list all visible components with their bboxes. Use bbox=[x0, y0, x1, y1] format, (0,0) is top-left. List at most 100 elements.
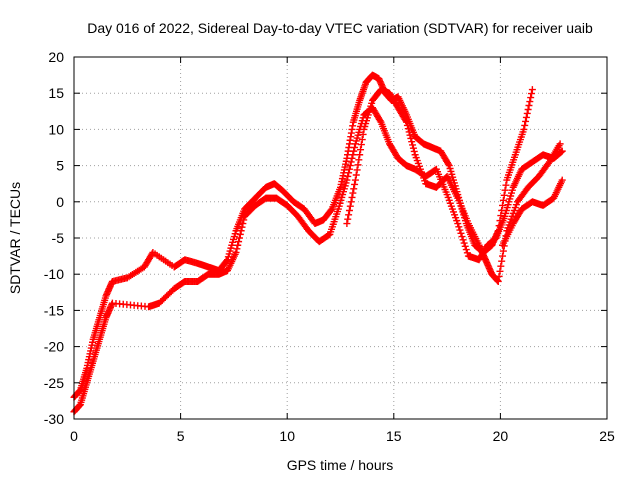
data-point bbox=[454, 220, 462, 228]
data-point bbox=[235, 234, 243, 242]
data-point bbox=[402, 117, 410, 125]
data-point bbox=[344, 172, 352, 180]
data-point bbox=[347, 158, 355, 166]
data-point bbox=[558, 176, 566, 184]
data-point bbox=[499, 252, 507, 260]
data-point bbox=[236, 230, 244, 238]
y-tick-label: -30 bbox=[44, 411, 64, 427]
chart-title: Day 016 of 2022, Sidereal Day-to-day VTE… bbox=[87, 20, 593, 36]
data-point bbox=[521, 121, 529, 129]
x-tick-label: 10 bbox=[279, 428, 295, 444]
data-point bbox=[403, 118, 411, 126]
data-point bbox=[348, 193, 356, 201]
data-point bbox=[407, 134, 415, 142]
data-point bbox=[234, 241, 242, 249]
y-tick-label: -10 bbox=[44, 266, 64, 282]
data-point bbox=[526, 98, 534, 106]
data-point bbox=[458, 233, 466, 241]
data-point bbox=[347, 198, 355, 206]
data-point bbox=[557, 148, 565, 156]
y-tick-label: 10 bbox=[48, 121, 64, 137]
data-point bbox=[358, 136, 366, 144]
y-tick-label: 15 bbox=[48, 85, 64, 101]
data-point bbox=[403, 121, 411, 129]
data-point bbox=[349, 189, 357, 197]
data-point bbox=[496, 267, 504, 275]
y-tick-label: 5 bbox=[56, 158, 64, 174]
data-point bbox=[357, 146, 365, 154]
data-point bbox=[495, 272, 503, 280]
data-point bbox=[233, 245, 241, 253]
data-point bbox=[528, 86, 536, 94]
data-point bbox=[500, 191, 508, 199]
data-point bbox=[522, 113, 530, 121]
x-tick-label: 25 bbox=[599, 428, 615, 444]
y-tick-label: 0 bbox=[56, 194, 64, 210]
data-point bbox=[240, 216, 248, 224]
y-axis-label: SDTVAR / TECUs bbox=[7, 182, 23, 294]
data-point bbox=[463, 249, 471, 257]
data-point bbox=[345, 211, 353, 219]
data-point bbox=[235, 238, 243, 246]
data-point bbox=[357, 141, 365, 149]
data-point bbox=[556, 140, 564, 148]
data-point bbox=[409, 144, 417, 152]
data-point bbox=[350, 185, 358, 193]
data-point bbox=[460, 239, 468, 247]
x-tick-label: 20 bbox=[493, 428, 509, 444]
x-tick-label: 5 bbox=[177, 428, 185, 444]
data-point bbox=[520, 125, 528, 133]
series-track-main bbox=[70, 71, 536, 401]
data-point bbox=[353, 166, 361, 174]
y-tick-label: -20 bbox=[44, 339, 64, 355]
data-point bbox=[351, 180, 359, 188]
data-point bbox=[346, 162, 354, 170]
data-point bbox=[455, 223, 463, 231]
data-point bbox=[499, 201, 507, 209]
data-point bbox=[346, 202, 354, 210]
data-point bbox=[528, 90, 536, 98]
data-point bbox=[409, 141, 417, 149]
x-tick-label: 15 bbox=[386, 428, 402, 444]
data-point bbox=[345, 165, 353, 173]
data-point bbox=[502, 181, 510, 189]
axis-ticks bbox=[73, 56, 608, 420]
data-point bbox=[406, 131, 414, 139]
data-point bbox=[408, 138, 416, 146]
data-point bbox=[499, 196, 507, 204]
data-point bbox=[354, 161, 362, 169]
data-point bbox=[345, 169, 353, 177]
data-point bbox=[494, 277, 502, 285]
data-point bbox=[376, 117, 384, 125]
data-point bbox=[525, 102, 533, 110]
data-series bbox=[70, 71, 566, 416]
y-tick-label: -25 bbox=[44, 375, 64, 391]
data-point bbox=[344, 215, 352, 223]
data-point bbox=[343, 176, 351, 184]
data-point bbox=[349, 151, 357, 159]
data-point bbox=[355, 156, 363, 164]
data-point bbox=[459, 236, 467, 244]
data-point bbox=[345, 206, 353, 214]
data-point bbox=[497, 262, 505, 270]
data-point bbox=[237, 227, 245, 235]
data-point bbox=[558, 147, 566, 155]
data-point bbox=[444, 160, 452, 168]
data-point bbox=[352, 171, 360, 179]
x-tick-label: 0 bbox=[70, 428, 78, 444]
series-track-late bbox=[499, 176, 566, 249]
data-point bbox=[501, 186, 509, 194]
data-point bbox=[523, 109, 531, 117]
data-point bbox=[343, 220, 351, 228]
data-point bbox=[232, 248, 240, 256]
data-point bbox=[351, 176, 359, 184]
series-track-secondary bbox=[343, 86, 564, 285]
data-point bbox=[410, 147, 418, 155]
data-point bbox=[351, 144, 359, 151]
data-point bbox=[456, 226, 464, 234]
data-point bbox=[348, 154, 356, 162]
y-tick-labels: -30 -25 -20 -15 -10 -5 0 5 10 15 20 bbox=[44, 49, 64, 427]
data-point bbox=[527, 94, 535, 102]
y-tick-label: -15 bbox=[44, 302, 64, 318]
